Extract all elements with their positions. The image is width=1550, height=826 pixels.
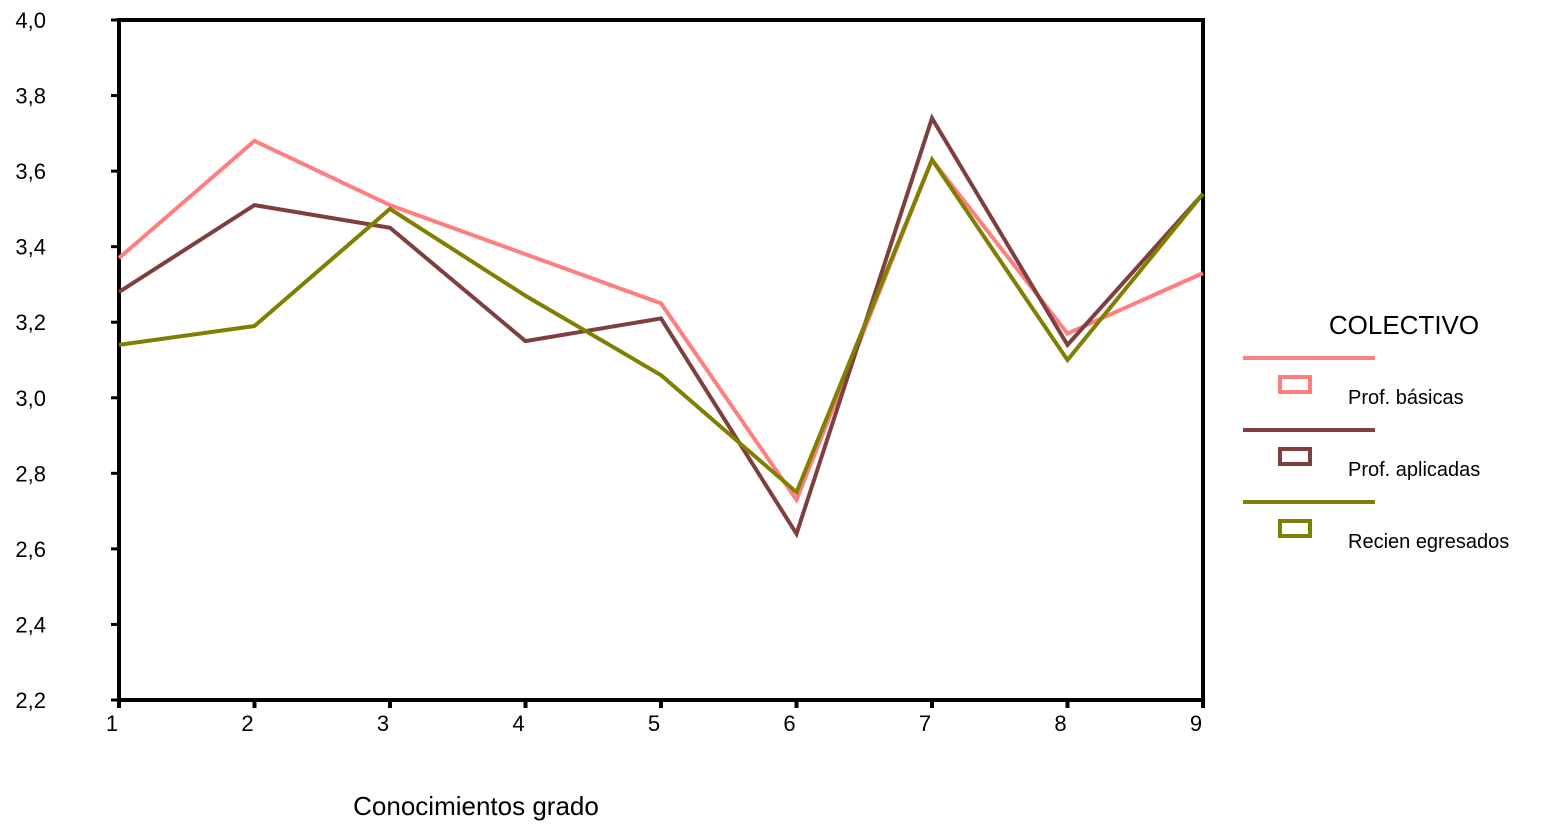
x-tick-label: 4 bbox=[512, 711, 524, 736]
y-tick-label: 3,8 bbox=[15, 84, 46, 109]
y-tick-label: 3,2 bbox=[15, 310, 46, 335]
x-tick-label: 1 bbox=[106, 711, 118, 736]
y-tick-label: 4,0 bbox=[15, 8, 46, 33]
x-axis: 1 2 3 4 5 6 7 8 9 bbox=[106, 700, 1205, 736]
y-tick-label: 2,8 bbox=[15, 461, 46, 486]
y-tick-label: 2,4 bbox=[15, 612, 46, 637]
legend-swatch-0 bbox=[1278, 375, 1312, 394]
x-tick-label: 3 bbox=[377, 711, 389, 736]
x-tick-label: 7 bbox=[919, 711, 931, 736]
series-lines bbox=[117, 113, 1205, 539]
legend: COLECTIVO Prof. básicas Prof. aplicadas Re… bbox=[1243, 310, 1509, 553]
legend-label-2: Recien egresados bbox=[1348, 531, 1509, 553]
y-tick-label: 2,2 bbox=[15, 688, 46, 713]
series-line-2 bbox=[118, 155, 1205, 496]
legend-label-1: Prof. aplicadas bbox=[1348, 459, 1480, 481]
x-tick-label: 9 bbox=[1190, 711, 1202, 736]
x-tick-label: 8 bbox=[1054, 711, 1066, 736]
y-tick-label: 3,4 bbox=[15, 235, 46, 260]
legend-title: COLECTIVO bbox=[1329, 310, 1479, 340]
y-axis: 2,2 2,4 2,6 2,8 3,0 3,2 3,4 3,6 3,8 4,0 bbox=[15, 8, 119, 713]
x-tick-label: 5 bbox=[648, 711, 660, 736]
plot-frame bbox=[117, 18, 1205, 702]
series-line-0 bbox=[117, 138, 1204, 504]
y-tick-label: 2,6 bbox=[15, 537, 46, 562]
y-tick-label: 3,0 bbox=[15, 386, 46, 411]
y-tick-label: 3,6 bbox=[15, 159, 46, 184]
legend-swatch-1 bbox=[1278, 447, 1312, 466]
x-tick-label: 2 bbox=[241, 711, 253, 736]
legend-swatch-2 bbox=[1278, 519, 1312, 538]
x-axis-label: Conocimientos grado bbox=[353, 791, 599, 821]
x-tick-label: 6 bbox=[783, 711, 795, 736]
legend-label-0: Prof. básicas bbox=[1348, 387, 1464, 409]
series-line-1 bbox=[117, 113, 1205, 539]
